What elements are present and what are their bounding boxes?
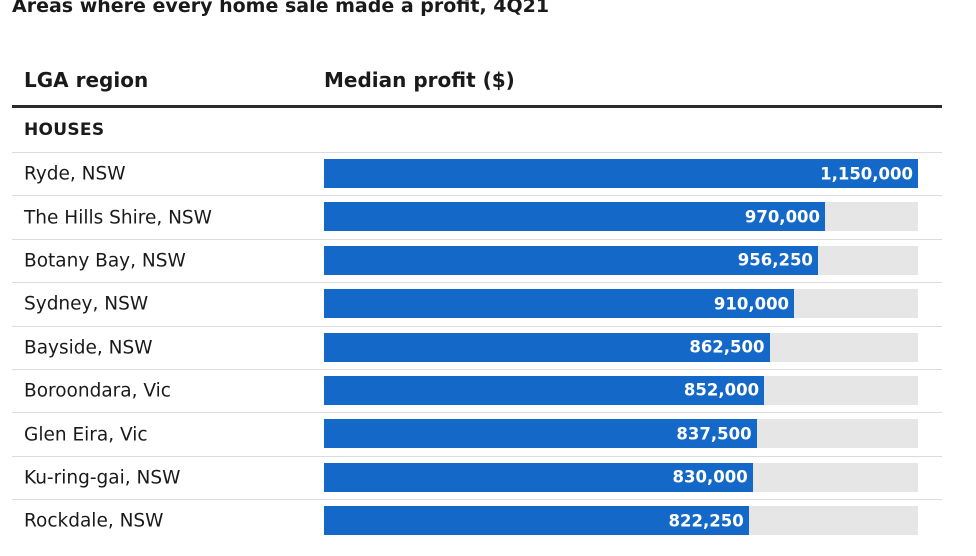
bar: 852,000 xyxy=(324,375,765,405)
bar-track: 822,250 xyxy=(324,506,918,536)
region-label: Rockdale, NSW xyxy=(24,510,164,532)
bar: 830,000 xyxy=(324,462,753,492)
table-row: Botany Bay, NSW 956,250 xyxy=(12,238,942,282)
bar-value-label: 970,000 xyxy=(744,207,821,227)
bar: 1,150,000 xyxy=(324,159,918,188)
bar-track: 837,500 xyxy=(324,419,918,449)
region-label: Bayside, NSW xyxy=(24,337,153,359)
bar-track: 956,250 xyxy=(324,245,918,275)
table-row: Glen Eira, Vic 837,500 xyxy=(12,412,942,455)
bar-value-label: 862,500 xyxy=(689,337,765,357)
bar-value-label: 822,250 xyxy=(668,511,744,531)
bar-value-label: 852,000 xyxy=(683,380,760,400)
region-label: Botany Bay, NSW xyxy=(24,250,186,272)
bar-track: 970,000 xyxy=(324,202,918,232)
table-row: Sydney, NSW 910,000 xyxy=(12,282,942,325)
bar-track: 910,000 xyxy=(324,289,918,319)
bar: 822,250 xyxy=(324,506,749,536)
bar-value-label: 910,000 xyxy=(713,294,790,314)
bar-track: 862,500 xyxy=(324,332,918,362)
table-row: Rockdale, NSW 822,250 xyxy=(12,499,942,542)
section-label: HOUSES xyxy=(24,120,105,140)
bar: 837,500 xyxy=(324,419,757,449)
bar-value-label: 1,150,000 xyxy=(820,164,913,183)
column-header-profit: Median profit ($) xyxy=(324,68,515,92)
bar: 910,000 xyxy=(324,289,795,319)
region-label: Ryde, NSW xyxy=(24,163,126,185)
bar-track: 1,150,000 xyxy=(324,159,918,188)
bar: 970,000 xyxy=(324,202,826,232)
bar-value-label: 956,250 xyxy=(737,250,813,270)
table-row: Ku-ring-gai, NSW 830,000 xyxy=(12,455,942,499)
column-header-region: LGA region xyxy=(24,68,149,92)
region-label: Sydney, NSW xyxy=(24,293,149,315)
chart-title: Areas where every home sale made a profi… xyxy=(12,0,550,17)
bar-rows: Ryde, NSW 1,150,000 The Hills Shire, NSW 97… xyxy=(12,152,942,543)
table-row: Bayside, NSW 862,500 xyxy=(12,325,942,369)
bar-value-label: 837,500 xyxy=(676,424,752,444)
region-label: Glen Eira, Vic xyxy=(24,424,148,446)
table-row: The Hills Shire, NSW 970,000 xyxy=(12,195,942,238)
bar-value-label: 830,000 xyxy=(672,467,748,487)
bar-track: 830,000 xyxy=(324,462,918,492)
header-divider xyxy=(12,105,942,108)
region-label: Ku-ring-gai, NSW xyxy=(24,467,181,489)
region-label: Boroondara, Vic xyxy=(24,380,171,402)
bar-track: 852,000 xyxy=(324,375,918,405)
table-row: Ryde, NSW 1,150,000 xyxy=(12,152,942,195)
bar: 862,500 xyxy=(324,332,770,362)
region-label: The Hills Shire, NSW xyxy=(24,207,212,229)
bar: 956,250 xyxy=(324,245,818,275)
table-row: Boroondara, Vic 852,000 xyxy=(12,368,942,412)
